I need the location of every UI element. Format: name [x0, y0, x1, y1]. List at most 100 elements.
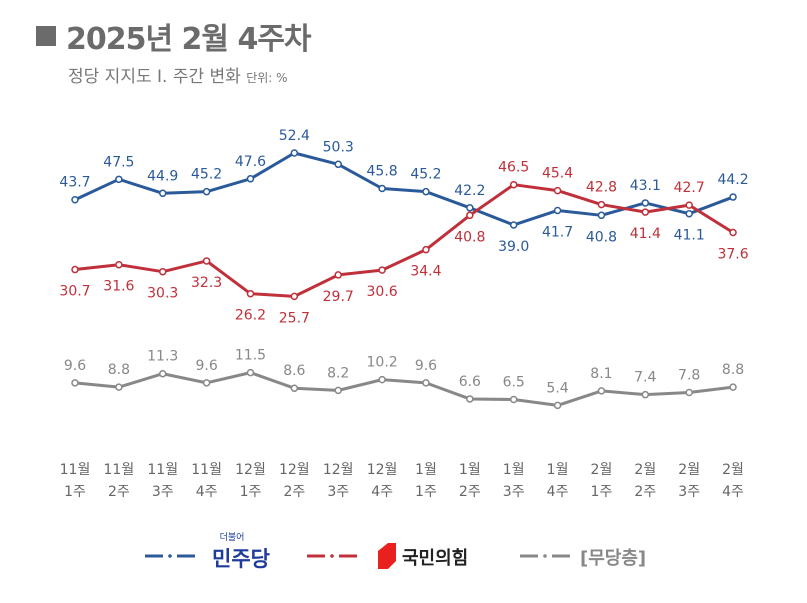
data-point [158, 369, 167, 378]
data-label: 44.9 [147, 168, 178, 184]
data-point [509, 395, 518, 404]
data-point [422, 245, 430, 254]
data-point [158, 189, 167, 198]
data-label: 47.6 [235, 154, 266, 170]
data-label: 8.6 [283, 363, 305, 379]
data-point [290, 149, 299, 157]
data-point [422, 187, 430, 196]
legend-label-minjoo: 민주당 [212, 547, 270, 571]
x-tick-label: 2주 [459, 484, 481, 500]
data-label: 40.8 [454, 229, 485, 245]
x-tick-label: 4주 [547, 484, 569, 500]
data-point [115, 175, 123, 184]
data-point [378, 375, 386, 384]
data-point [115, 383, 123, 391]
x-tick-label: 12월 [279, 462, 310, 478]
data-label: 47.5 [103, 154, 134, 170]
data-label: 8.8 [722, 362, 744, 378]
legend-logo-small: 더불어 [220, 532, 245, 543]
data-label: 8.2 [327, 365, 349, 381]
title-text: 2025년 2월 4주차 [66, 22, 312, 57]
x-tick-label: 3주 [152, 484, 174, 500]
data-label: 42.8 [586, 180, 617, 196]
data-label: 30.3 [147, 286, 178, 302]
data-point [509, 180, 518, 189]
data-point [378, 266, 386, 274]
data-point [466, 211, 474, 220]
data-point [553, 206, 562, 215]
data-point [729, 193, 737, 201]
data-label: 52.4 [279, 128, 310, 144]
x-tick-label: 2월 [634, 462, 656, 478]
data-label: 45.2 [410, 167, 441, 183]
data-label: 41.7 [542, 224, 573, 240]
x-tick-label: 11월 [191, 462, 222, 478]
data-point [685, 209, 693, 218]
x-tick-label: 2주 [634, 484, 656, 500]
data-point [334, 386, 342, 395]
data-point [729, 383, 737, 391]
data-label: 42.7 [674, 180, 705, 196]
x-tick-label: 2주 [108, 484, 130, 500]
x-tick-label: 1월 [503, 462, 525, 478]
x-tick-label: 3주 [503, 484, 525, 500]
data-point [71, 379, 79, 387]
data-label: 8.8 [108, 362, 130, 378]
data-label: 9.6 [415, 358, 437, 374]
x-tick-label: 4주 [196, 484, 218, 500]
data-label: 40.8 [586, 229, 617, 245]
subtitle-text: 정당 지지도 Ⅰ. 주간 변화 [68, 67, 241, 87]
data-label: 44.2 [717, 172, 748, 188]
x-tick-label: 2월 [722, 462, 744, 478]
data-label: 9.6 [64, 358, 86, 374]
page-title: 2025년 2월 4주차 [36, 14, 312, 58]
data-point [597, 211, 606, 220]
x-tick-label: 11월 [60, 462, 91, 478]
x-tick-label: 4주 [722, 484, 744, 500]
x-tick-label: 1월 [459, 462, 481, 478]
x-tick-label: 12월 [235, 462, 266, 478]
x-tick-label: 2월 [678, 462, 700, 478]
data-point [202, 257, 211, 265]
data-point [71, 265, 79, 274]
legend-label-independent: [무당층] [580, 548, 646, 569]
data-point [158, 267, 167, 276]
ppp-logo-icon [378, 543, 396, 569]
x-tick-label: 12월 [323, 462, 354, 478]
data-point [290, 384, 299, 392]
data-label: 43.1 [630, 178, 661, 194]
data-point [246, 368, 255, 377]
data-point [290, 292, 299, 301]
data-point [115, 260, 123, 269]
data-label: 9.6 [195, 358, 217, 374]
data-point [334, 271, 342, 279]
data-point [334, 160, 342, 169]
data-label: 10.2 [367, 355, 398, 371]
data-point [466, 204, 474, 212]
data-label: 7.4 [634, 370, 656, 386]
unit-label: 단위: % [246, 71, 288, 85]
data-point [729, 228, 737, 237]
data-point [553, 401, 562, 410]
data-label: 37.6 [717, 246, 748, 262]
data-label: 45.4 [542, 166, 573, 182]
data-label: 45.8 [367, 163, 398, 179]
x-tick-label: 1주 [240, 484, 262, 500]
data-point [597, 387, 606, 395]
data-point [685, 201, 693, 209]
data-label: 39.0 [498, 239, 529, 255]
data-point [202, 379, 211, 387]
x-tick-label: 3주 [678, 484, 700, 500]
data-point [597, 200, 606, 209]
x-tick-label: 1주 [415, 484, 437, 500]
data-point [466, 395, 474, 403]
data-point [422, 379, 430, 387]
legend-dot [543, 554, 547, 558]
legend-dot [168, 554, 172, 558]
data-label: 30.6 [367, 284, 398, 300]
x-tick-label: 12월 [367, 462, 398, 478]
data-label: 41.1 [674, 228, 705, 244]
data-point [509, 221, 518, 229]
data-label: 43.7 [59, 175, 90, 191]
